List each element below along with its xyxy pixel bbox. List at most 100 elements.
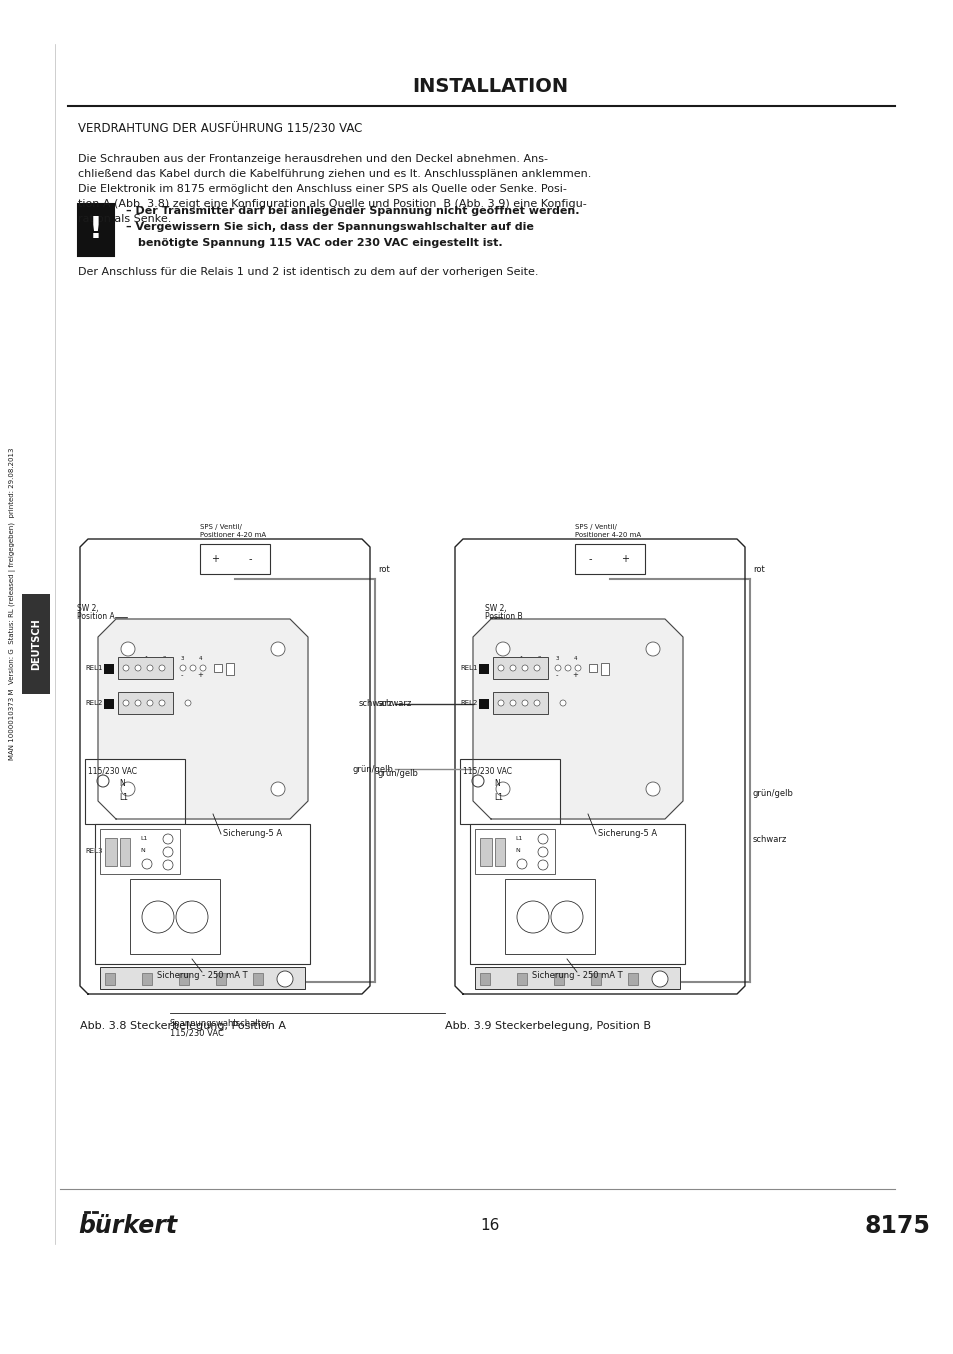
Text: 3: 3 <box>555 655 558 661</box>
Text: Sicherung - 250 mA T: Sicherung - 250 mA T <box>156 972 247 980</box>
Text: !: ! <box>89 215 103 245</box>
Bar <box>479 974 490 984</box>
Text: -: - <box>180 672 183 678</box>
Bar <box>470 825 684 964</box>
Circle shape <box>521 665 527 672</box>
Bar <box>118 657 172 678</box>
Text: REL2: REL2 <box>459 700 476 705</box>
Bar <box>493 692 547 714</box>
Text: -: - <box>248 554 252 565</box>
Bar <box>100 967 305 988</box>
Circle shape <box>537 834 547 844</box>
Circle shape <box>121 783 135 796</box>
Text: 8175: 8175 <box>864 1215 930 1238</box>
Circle shape <box>497 665 503 672</box>
Text: 115/230 VAC: 115/230 VAC <box>170 1029 224 1039</box>
Circle shape <box>551 900 582 933</box>
Text: bürkert: bürkert <box>78 1215 177 1238</box>
Text: 2: 2 <box>537 655 540 661</box>
Text: REL2: REL2 <box>85 700 102 705</box>
Bar <box>115 617 127 630</box>
Circle shape <box>190 665 195 672</box>
Text: benötigte Spannung 115 VAC oder 230 VAC eingestellt ist.: benötigte Spannung 115 VAC oder 230 VAC … <box>138 238 502 248</box>
Text: Position B: Position B <box>484 612 522 621</box>
Bar <box>130 879 220 955</box>
Circle shape <box>276 971 293 987</box>
Text: INSTALLATION: INSTALLATION <box>412 76 567 96</box>
Circle shape <box>534 665 539 672</box>
Text: Spannungswahlschalter: Spannungswahlschalter <box>170 1020 271 1028</box>
Bar <box>105 974 115 984</box>
Circle shape <box>645 783 659 796</box>
Bar <box>493 657 547 678</box>
Text: rot: rot <box>752 565 764 574</box>
Text: grün/gelb: grün/gelb <box>752 789 793 799</box>
Circle shape <box>123 700 129 705</box>
Text: I: I <box>519 672 521 678</box>
Circle shape <box>497 700 503 705</box>
Circle shape <box>575 665 580 672</box>
Bar <box>135 627 214 669</box>
Text: chließend das Kabel durch die Kabelführung ziehen und es lt. Anschlussplänen ank: chließend das Kabel durch die Kabelführu… <box>78 169 591 179</box>
Circle shape <box>496 783 510 796</box>
Bar <box>515 634 527 647</box>
Bar <box>140 650 152 665</box>
Circle shape <box>271 642 285 655</box>
Circle shape <box>555 665 560 672</box>
Text: -: - <box>588 554 591 565</box>
Text: rot: rot <box>377 565 390 574</box>
Bar <box>627 974 638 984</box>
Polygon shape <box>98 619 308 819</box>
Text: Abb. 3.8 Steckerbelegung, Position A: Abb. 3.8 Steckerbelegung, Position A <box>80 1021 286 1030</box>
Circle shape <box>645 642 659 655</box>
Text: SPS / Ventil/: SPS / Ventil/ <box>200 524 242 529</box>
Circle shape <box>271 783 285 796</box>
Bar <box>105 838 117 867</box>
Circle shape <box>180 665 186 672</box>
Text: Sicherung - 250 mA T: Sicherung - 250 mA T <box>531 972 621 980</box>
Bar <box>554 974 563 984</box>
Text: VERDRAHTUNG DER AUSFÜHRUNG 115/230 VAC: VERDRAHTUNG DER AUSFÜHRUNG 115/230 VAC <box>78 122 362 135</box>
Text: Positioner 4-20 mA: Positioner 4-20 mA <box>575 532 640 538</box>
Text: Der Anschluss für die Relais 1 und 2 ist identisch zu dem auf der vorherigen Sei: Der Anschluss für die Relais 1 und 2 ist… <box>78 267 537 278</box>
Text: REL3: REL3 <box>85 848 102 854</box>
Circle shape <box>159 700 165 705</box>
Bar <box>510 627 589 669</box>
Text: L1: L1 <box>494 792 502 802</box>
Bar <box>551 634 563 647</box>
Text: REL3: REL3 <box>85 848 102 854</box>
Bar <box>568 650 581 665</box>
Circle shape <box>123 665 129 672</box>
Bar <box>600 663 608 676</box>
Circle shape <box>200 665 206 672</box>
Circle shape <box>517 900 548 933</box>
Circle shape <box>534 700 539 705</box>
Bar <box>142 974 152 984</box>
Circle shape <box>559 700 565 705</box>
Bar <box>215 974 226 984</box>
Circle shape <box>142 858 152 869</box>
Text: REL1: REL1 <box>85 665 102 672</box>
Text: N: N <box>494 780 499 788</box>
Bar <box>78 204 113 256</box>
Text: grün/gelb: grün/gelb <box>377 769 418 779</box>
Circle shape <box>496 642 510 655</box>
Text: +: + <box>161 672 167 678</box>
Bar <box>118 692 172 714</box>
Circle shape <box>564 665 571 672</box>
Bar <box>590 974 600 984</box>
Bar <box>533 650 545 665</box>
Text: 3: 3 <box>180 655 184 661</box>
Circle shape <box>135 700 141 705</box>
Text: 1: 1 <box>518 655 522 661</box>
Text: L1: L1 <box>140 835 147 841</box>
Text: Sicherung-5 A: Sicherung-5 A <box>223 830 282 838</box>
Bar <box>517 974 526 984</box>
Bar <box>475 967 679 988</box>
Circle shape <box>135 665 141 672</box>
Circle shape <box>521 700 527 705</box>
Text: – Vergewissern Sie sich, dass der Spannungswahlschalter auf die: – Vergewissern Sie sich, dass der Spannu… <box>126 222 534 232</box>
Bar <box>175 650 189 665</box>
Text: N: N <box>140 848 145 853</box>
Circle shape <box>159 665 165 672</box>
